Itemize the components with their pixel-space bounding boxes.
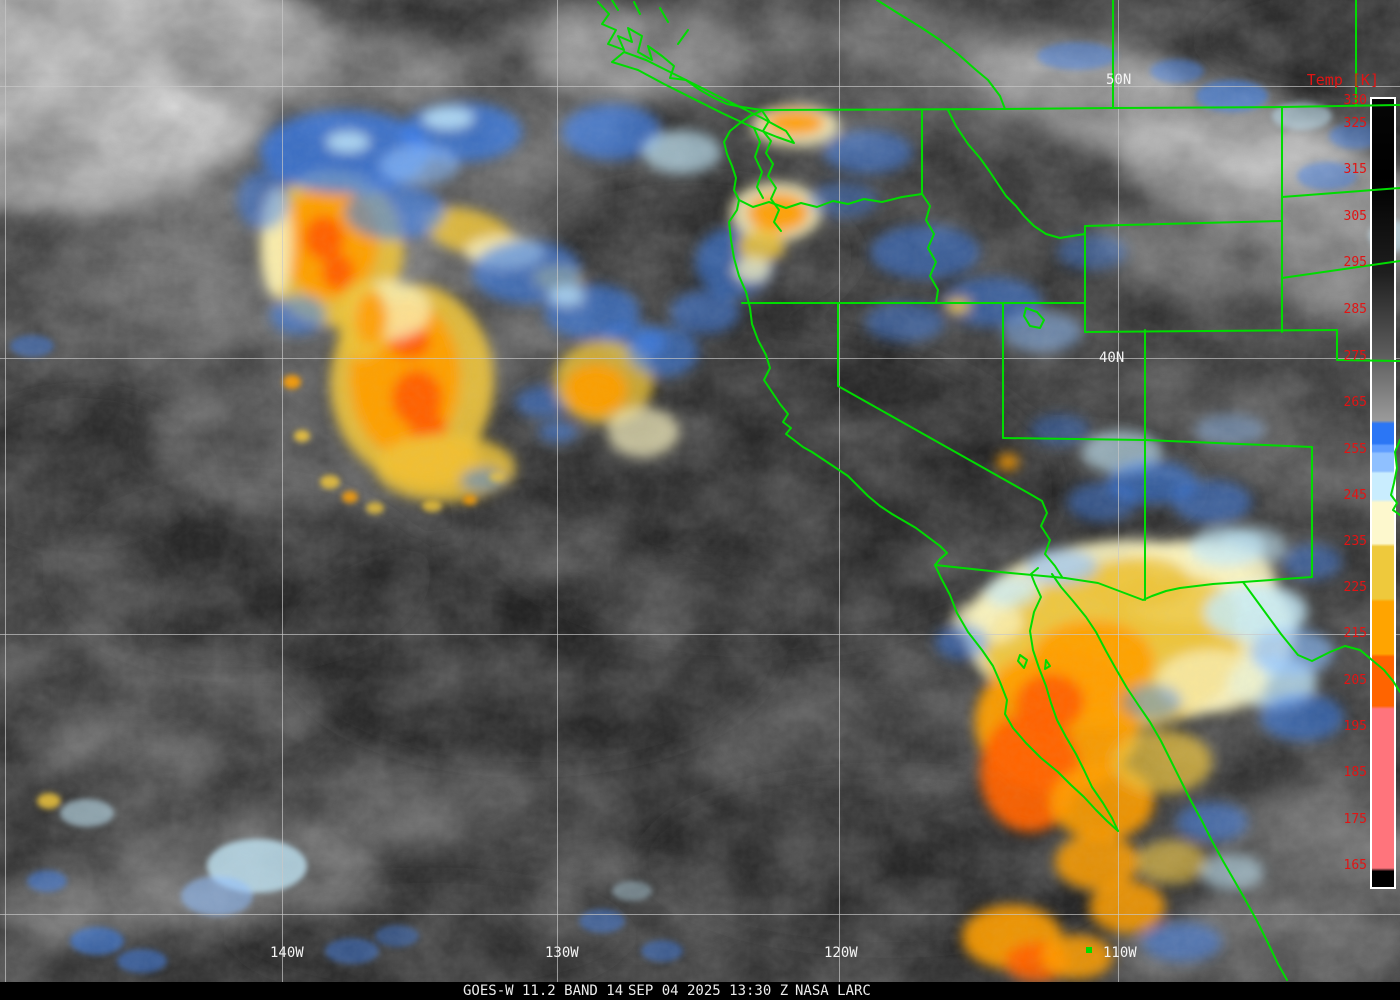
- colorbar-tick-label: 265: [1343, 395, 1367, 410]
- colorbar-tick-label: 255: [1343, 442, 1367, 457]
- colorbar-tick-label: 165: [1343, 858, 1367, 873]
- colorbar-tick-label: 225: [1343, 580, 1367, 595]
- colorbar-tick-label: 315: [1343, 162, 1367, 177]
- mt-nd-border: [1281, 187, 1400, 198]
- colorbar-title: Temp [K]: [1306, 71, 1379, 89]
- colorbar-tick-label: 295: [1343, 255, 1367, 270]
- colorbar-tick-label: 185: [1343, 765, 1367, 780]
- colorbar-tick-label: 285: [1343, 302, 1367, 317]
- colorbar-tick-label: 325: [1343, 116, 1367, 131]
- gulf-islands: [1017, 654, 1051, 670]
- caption-bar: GOES-W 11.2 BAND 14 SEP 04 2025 13:30 Z …: [0, 982, 1400, 1000]
- latitude-gridline: [0, 914, 1400, 915]
- bc-fjord-spurs: [611, 0, 689, 45]
- mexico-mainland-coast: [1051, 573, 1288, 981]
- bc-ab-border: [876, 0, 1006, 110]
- colorbar-tick-label: 275: [1343, 349, 1367, 364]
- baja-pacific-coast: [934, 564, 1119, 832]
- colorbar-tick-label: 235: [1343, 534, 1367, 549]
- longitude-label: 140W: [270, 945, 304, 961]
- border-45n: [1084, 220, 1283, 227]
- longitude-gridline: [1118, 0, 1119, 982]
- caption-datetime-label: SEP 04 2025 13:30 Z: [628, 983, 789, 999]
- wa-or-border: [738, 193, 923, 209]
- baja-gulf-coast: [1029, 567, 1119, 832]
- caption-credit-label: NASA LARC: [795, 983, 871, 999]
- us-mexico-border: [934, 564, 1400, 693]
- latitude-label: 50N: [1106, 72, 1132, 88]
- longitude-label: 130W: [545, 945, 579, 961]
- longitude-gridline: [5, 0, 6, 982]
- latitude-gridline: [0, 634, 1400, 635]
- colorbar-tick-label: 305: [1343, 209, 1367, 224]
- colorbar-tick-label: 245: [1343, 488, 1367, 503]
- rio-grande-edge-wiggle: [1390, 439, 1400, 516]
- colorbar-tick-label: 195: [1343, 719, 1367, 734]
- border-43n: [1281, 260, 1400, 279]
- colorbar-tick-label: 330: [1343, 93, 1367, 108]
- latitude-gridline: [0, 358, 1400, 359]
- latitude-label: 40N: [1099, 350, 1125, 366]
- great-salt-lake: [1023, 307, 1045, 329]
- longitude-gridline: [839, 0, 840, 982]
- longitude-gridline: [557, 0, 558, 982]
- puget-sound: [753, 111, 782, 232]
- small-green-lake: [1086, 947, 1092, 953]
- or-id-border: [921, 193, 939, 304]
- colorbar-tick-label: 215: [1343, 626, 1367, 641]
- vancouver-island: [611, 51, 795, 144]
- nm-tx-32n: [1242, 576, 1313, 583]
- longitude-label: 110W: [1103, 945, 1137, 961]
- longitude-gridline: [282, 0, 283, 982]
- id-mt-border: [947, 109, 1086, 239]
- border-102w-40n: [1336, 329, 1400, 362]
- bc-coastline: [597, 1, 764, 111]
- colorbar-tick-label: 205: [1343, 673, 1367, 688]
- colorbar-tick-label: 175: [1343, 812, 1367, 827]
- border-37n: [1002, 437, 1313, 448]
- caption-product-label: GOES-W 11.2 BAND 14: [463, 983, 624, 999]
- border-49n: [762, 104, 1400, 111]
- west-coastline: [723, 109, 948, 566]
- border-41n: [1084, 329, 1338, 333]
- ca-nv-border: [837, 302, 1063, 578]
- longitude-label: 120W: [824, 945, 858, 961]
